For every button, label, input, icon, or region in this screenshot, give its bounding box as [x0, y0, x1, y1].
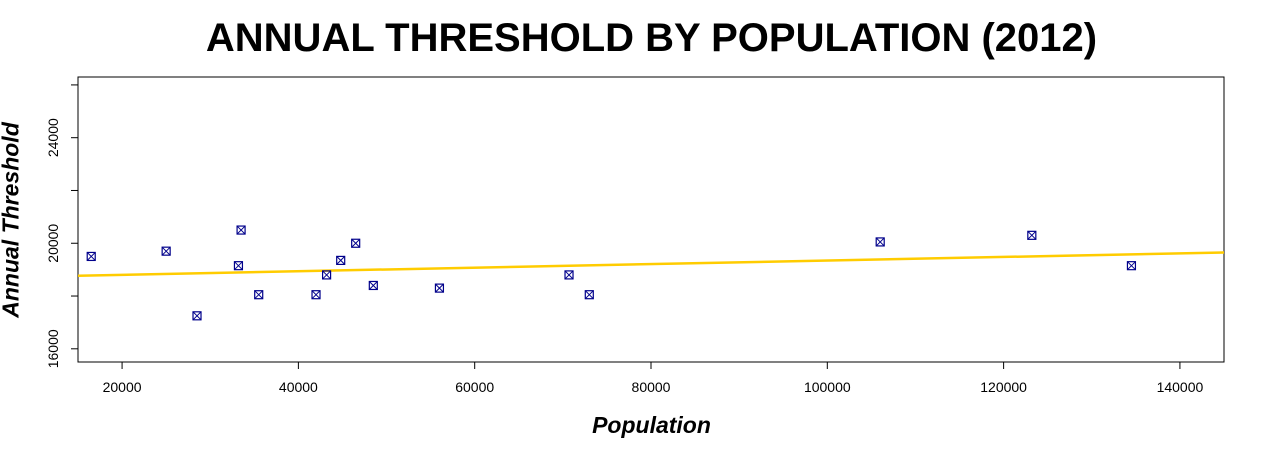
data-point-box: [311, 290, 321, 300]
data-point: [434, 283, 445, 293]
data-point-cross: [368, 281, 378, 290]
data-point-cross: [236, 225, 246, 235]
x-tick-label: 120000: [980, 379, 1027, 395]
data-point: [336, 255, 346, 266]
data-point-box: [1126, 261, 1137, 271]
data-point: [236, 225, 246, 235]
data-point-cross: [322, 270, 331, 280]
data-point-box: [336, 255, 346, 266]
data-point: [233, 261, 244, 271]
data-point: [311, 290, 321, 300]
x-tick-label: 60000: [455, 379, 494, 395]
data-point-box: [236, 225, 246, 235]
data-point-box: [233, 261, 244, 271]
data-point-cross: [564, 270, 574, 280]
y-tick-label: 16000: [45, 329, 61, 368]
data-point-box: [351, 238, 361, 248]
data-point: [351, 238, 361, 248]
data-point-box: [86, 251, 96, 262]
data-point-cross: [336, 256, 346, 265]
x-axis: 20000 40000 60000 80000 100000 120000 140000: [103, 362, 1204, 395]
data-point-cross: [351, 238, 361, 248]
x-tick-label: 80000: [632, 379, 671, 395]
data-point-box: [875, 237, 885, 247]
data-point: [564, 270, 574, 280]
x-tick-label: 40000: [279, 379, 318, 395]
data-point-box: [1027, 230, 1037, 240]
data-point-cross: [192, 311, 202, 321]
data-point: [192, 311, 202, 321]
data-point: [86, 251, 96, 262]
data-point-box: [192, 311, 202, 321]
data-point: [254, 290, 264, 300]
data-point-cross: [1027, 230, 1037, 240]
x-tick-label: 100000: [804, 379, 851, 395]
y-axis: 16000 20000 24000: [45, 84, 78, 368]
data-point: [584, 290, 594, 300]
data-point-cross: [311, 290, 321, 300]
data-point: [1027, 230, 1037, 240]
data-point-cross: [161, 246, 171, 256]
data-point-box: [254, 290, 264, 300]
data-point: [1126, 261, 1137, 271]
plot-frame: [77, 76, 1225, 363]
y-tick-label: 20000: [45, 224, 61, 263]
data-point: [368, 280, 378, 291]
data-point-cross: [875, 237, 885, 247]
data-point-cross: [234, 261, 243, 271]
data-point-box: [368, 280, 378, 291]
points-layer: [86, 225, 1137, 321]
chart-title: ANNUAL THRESHOLD BY POPULATION (2012): [205, 16, 1098, 60]
data-point-cross: [86, 252, 96, 261]
data-point-box: [434, 283, 445, 293]
x-tick-label: 20000: [103, 379, 142, 395]
data-point-cross: [435, 283, 444, 293]
fit-line-layer: [77, 251, 1225, 277]
data-point: [161, 246, 171, 256]
data-point-box: [584, 290, 594, 300]
data-point: [875, 237, 885, 247]
data-point-box: [564, 270, 574, 280]
data-point: [321, 270, 332, 280]
data-point-box: [161, 246, 171, 256]
x-tick-label: 140000: [1157, 379, 1204, 395]
data-point-cross: [1127, 261, 1136, 271]
data-point-box: [321, 270, 332, 280]
x-axis-label: Population: [592, 412, 711, 438]
data-point-cross: [254, 290, 264, 300]
y-tick-label: 24000: [45, 118, 61, 157]
fit-line: [77, 251, 1225, 277]
data-point-cross: [584, 290, 594, 300]
